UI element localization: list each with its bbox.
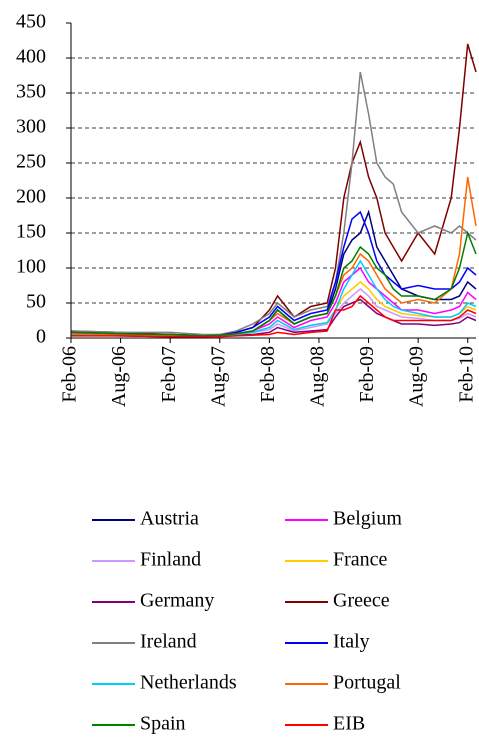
y-tick-label: 400 [16, 46, 46, 68]
series-line [71, 294, 477, 338]
series-line [70, 71, 477, 336]
y-tick-label: 100 [16, 256, 46, 278]
legend-label: Finland [140, 549, 201, 571]
legend-label: France [333, 549, 388, 571]
y-tick-label: 300 [16, 116, 46, 138]
y-tick-label: 150 [16, 221, 46, 243]
legend-label: Germany [140, 590, 214, 612]
x-tick-label: Feb-06 [59, 346, 81, 403]
x-tick-label: Feb-08 [257, 346, 279, 403]
series-line [70, 259, 477, 338]
series-line [70, 230, 477, 337]
y-tick-label: 0 [36, 326, 46, 348]
y-tick-label: 50 [26, 291, 46, 313]
x-tick-label: Aug-09 [406, 346, 428, 407]
y-tick-label: 350 [16, 81, 46, 103]
legend-label: Netherlands [140, 672, 237, 694]
y-tick-label: 450 [16, 11, 46, 33]
x-tick-label: Feb-10 [455, 346, 477, 403]
legend-label: EIB [333, 713, 365, 735]
legend-label: Ireland [140, 631, 197, 653]
legend-label: Spain [140, 713, 186, 735]
y-tick-label: 200 [16, 186, 46, 208]
x-tick-label: Aug-07 [207, 346, 229, 407]
x-tick-label: Aug-06 [108, 346, 130, 407]
x-tick-label: Feb-07 [158, 346, 180, 403]
legend-label: Belgium [333, 508, 402, 530]
legend-label: Portugal [333, 672, 401, 694]
legend-label: Austria [140, 508, 199, 530]
legend-label: Greece [333, 590, 390, 612]
x-tick-label: Aug-08 [307, 346, 329, 407]
x-tick-label: Feb-09 [356, 346, 378, 403]
series-line [70, 43, 477, 336]
y-tick-label: 250 [16, 151, 46, 173]
legend-label: Italy [333, 631, 370, 653]
